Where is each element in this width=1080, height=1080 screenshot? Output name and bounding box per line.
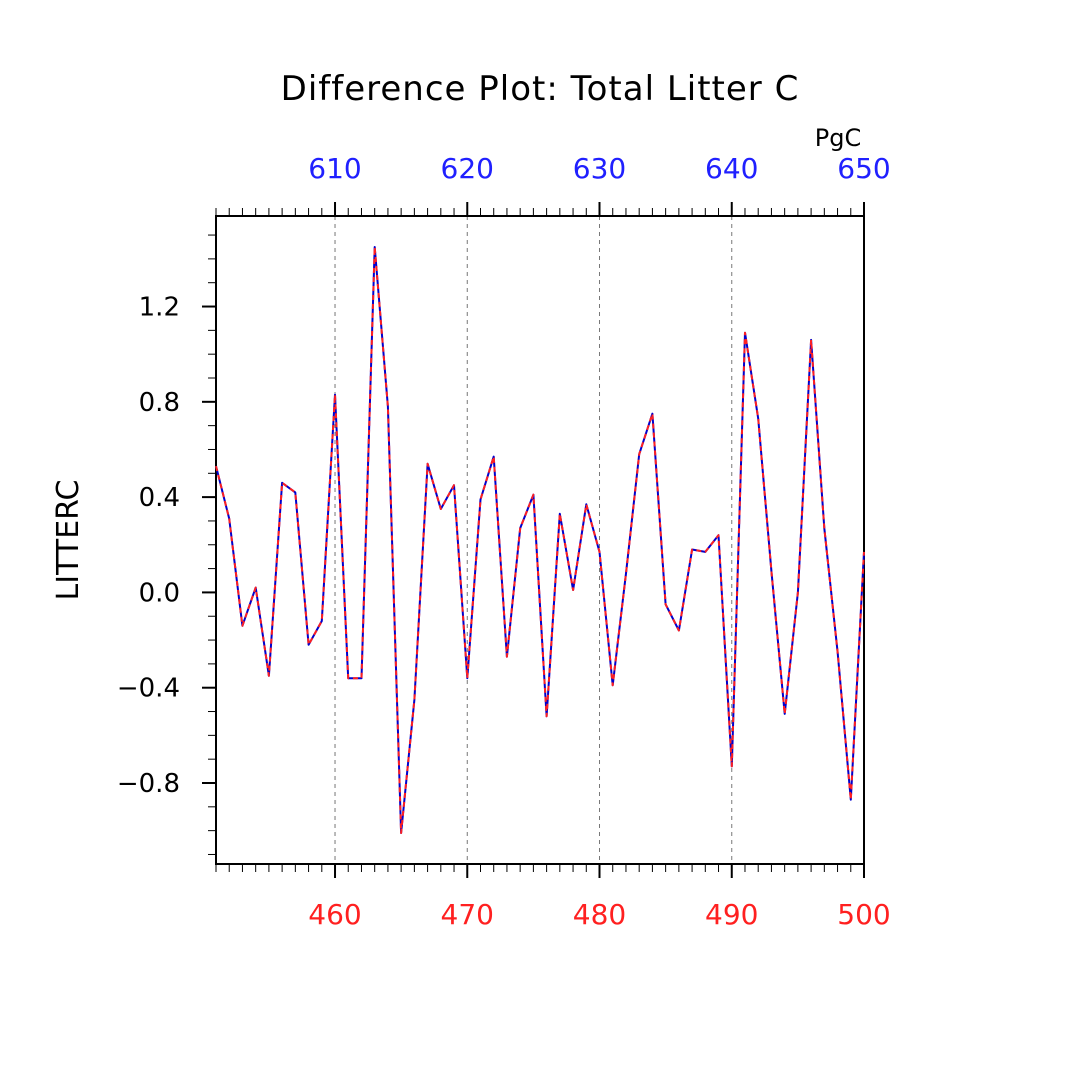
plot-frame: [215, 215, 865, 865]
x-tick-label-top: 650: [837, 152, 890, 185]
y-tick-label: −0.8: [117, 769, 180, 799]
y-tick-label: 0.0: [139, 578, 180, 608]
y-tick-label: 0.4: [139, 483, 180, 513]
x-tick-label-top: 640: [705, 152, 758, 185]
x-tick-label-bottom: 500: [837, 898, 890, 931]
bottom-x-tick-labels: 460 470 480 490 500: [308, 898, 890, 931]
units-label: PgC: [815, 124, 861, 152]
top-x-tick-labels: 610 620 630 640 650: [308, 152, 890, 185]
chart-title: Difference Plot: Total Litter C: [281, 69, 800, 109]
x-tick-label-top: 620: [441, 152, 494, 185]
x-tick-label-bottom: 470: [441, 898, 494, 931]
grid-lines: [334, 216, 733, 864]
x-tick-label-bottom: 460: [308, 898, 361, 931]
x-tick-label-bottom: 480: [573, 898, 626, 931]
axis-ticks: [202, 202, 865, 878]
y-axis-label: LITTERC: [51, 480, 86, 601]
data-lines: [215, 246, 865, 834]
y-tick-label: 0.8: [139, 388, 180, 418]
y-tick-label: 1.2: [139, 293, 180, 323]
y-tick-label: −0.4: [117, 674, 180, 704]
series-line-dashed: [215, 246, 865, 834]
y-tick-labels: 1.2 0.8 0.4 0.0 −0.4 −0.8: [117, 293, 180, 799]
x-tick-label-top: 630: [573, 152, 626, 185]
x-tick-label-top: 610: [308, 152, 361, 185]
x-tick-label-bottom: 490: [705, 898, 758, 931]
series-line-solid: [215, 246, 865, 834]
